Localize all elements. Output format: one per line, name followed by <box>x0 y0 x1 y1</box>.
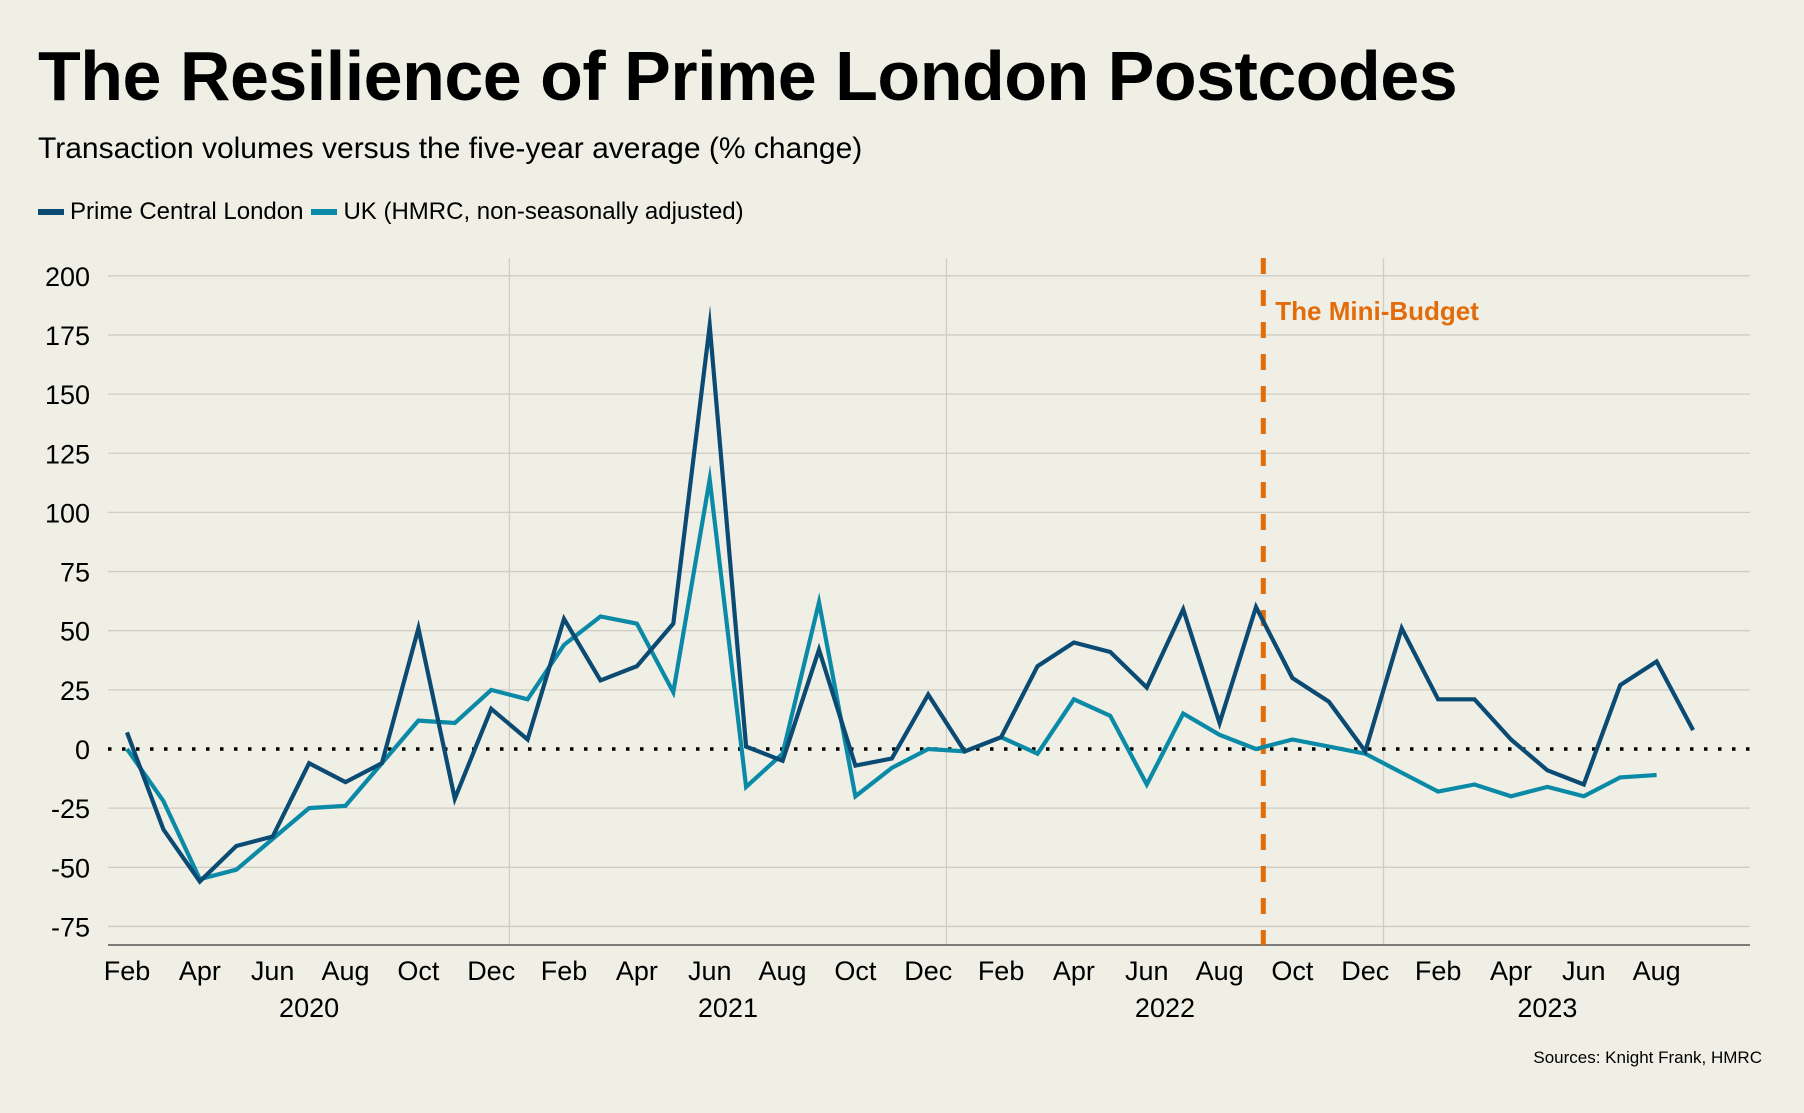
x-tick-label: Aug <box>1633 956 1681 986</box>
y-tick-label: 200 <box>45 262 90 292</box>
x-tick-label: Jun <box>1125 956 1169 986</box>
x-tick-label: Apr <box>179 956 221 986</box>
x-tick-label: Dec <box>1341 956 1389 986</box>
x-tick-label: Apr <box>616 956 658 986</box>
x-tick-label: Feb <box>978 956 1025 986</box>
x-year-label: 2020 <box>279 993 339 1023</box>
legend-item-pcl: Prime Central London <box>38 198 303 226</box>
x-tick-label: Feb <box>541 956 588 986</box>
y-tick-label: 0 <box>75 735 90 765</box>
x-tick-label: Feb <box>1415 956 1462 986</box>
legend-swatch-pcl <box>38 209 64 215</box>
chart-title: The Resilience of Prime London Postcodes <box>38 37 1458 115</box>
series-line-pcl <box>125 305 1695 885</box>
y-tick-label: 100 <box>45 498 90 528</box>
x-tick-label: Feb <box>104 956 151 986</box>
x-tick-label: Aug <box>1196 956 1244 986</box>
legend-label-pcl: Prime Central London <box>70 198 304 225</box>
x-tick-label: Jun <box>688 956 732 986</box>
chart-subtitle: Transaction volumes versus the five-year… <box>38 132 863 165</box>
x-tick-label: Apr <box>1053 956 1095 986</box>
y-tick-label: -75 <box>51 912 90 942</box>
y-tick-label: 25 <box>60 676 90 706</box>
x-year-label: 2021 <box>698 993 758 1023</box>
legend: Prime Central London UK (HMRC, non-seaso… <box>38 198 752 226</box>
legend-item-uk: UK (HMRC, non-seasonally adjusted) <box>311 198 744 226</box>
x-tick-label: Aug <box>321 956 369 986</box>
x-tick-label: Jun <box>251 956 295 986</box>
legend-label-uk: UK (HMRC, non-seasonally adjusted) <box>343 198 744 225</box>
y-tick-label: 175 <box>45 321 90 351</box>
y-tick-label: 125 <box>45 439 90 469</box>
x-tick-label: Oct <box>1271 956 1314 986</box>
x-tick-label: Aug <box>759 956 807 986</box>
y-tick-label: 75 <box>60 558 90 588</box>
x-tick-label: Apr <box>1490 956 1532 986</box>
x-tick-label: Oct <box>834 956 877 986</box>
x-year-label: 2023 <box>1517 993 1577 1023</box>
x-tick-label: Dec <box>467 956 515 986</box>
x-tick-label: Oct <box>397 956 440 986</box>
y-tick-label: -50 <box>51 853 90 883</box>
x-tick-label: Jun <box>1562 956 1606 986</box>
y-tick-label: -25 <box>51 794 90 824</box>
x-year-label: 2022 <box>1135 993 1195 1023</box>
legend-swatch-uk <box>311 209 338 215</box>
x-tick-label: Dec <box>904 956 952 986</box>
y-tick-label: 50 <box>60 617 90 647</box>
source-note: Sources: Knight Frank, HMRC <box>1533 1048 1762 1067</box>
mini-budget-label: The Mini-Budget <box>1275 296 1479 326</box>
y-tick-label: 150 <box>45 380 90 410</box>
